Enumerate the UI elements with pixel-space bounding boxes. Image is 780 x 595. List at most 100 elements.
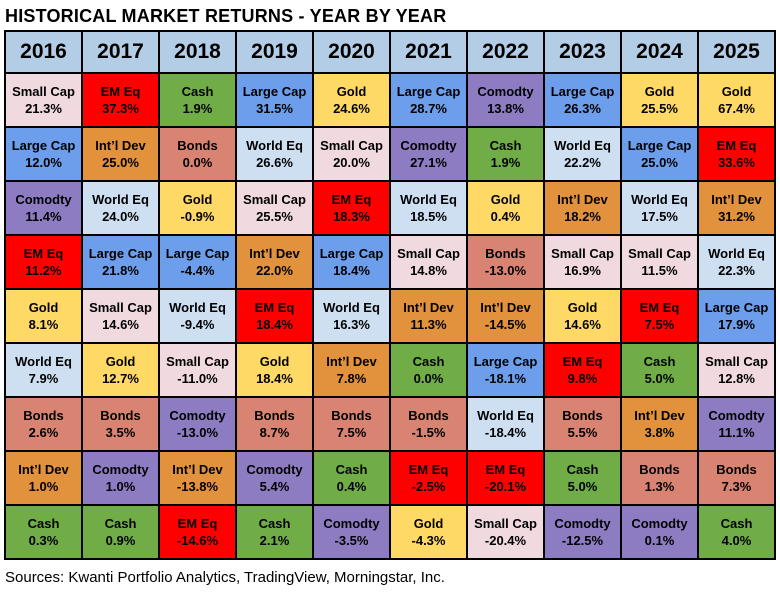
asset-label: Gold (336, 84, 367, 99)
asset-label: Gold (490, 192, 521, 207)
asset-label: Comodty (92, 462, 149, 477)
return-cell: EM Eq 33.6% (697, 126, 776, 182)
asset-label: Bonds (23, 408, 64, 423)
return-cell: Large Cap -4.4% (158, 234, 237, 290)
return-cell: Small Cap -11.0% (158, 342, 237, 398)
return-cell: EM Eq -20.1% (466, 450, 545, 506)
return-cell: Int’l Dev 3.8% (620, 396, 699, 452)
asset-label: Bonds (408, 408, 449, 423)
year-header: 2017 (81, 30, 160, 74)
return-value: 18.3% (333, 209, 370, 224)
return-cell: Bonds 8.7% (235, 396, 314, 452)
asset-label: Small Cap (243, 192, 306, 207)
return-value: 67.4% (718, 101, 755, 116)
asset-label: Small Cap (320, 138, 383, 153)
asset-label: Large Cap (473, 354, 538, 369)
return-value: 0.4% (490, 209, 521, 224)
return-value: 12.8% (718, 371, 755, 386)
asset-label: Comodty (708, 408, 765, 423)
table-row: Small Cap 21.3% EM Eq 37.3% Cash 1.9% Large Ca… (4, 72, 776, 128)
asset-label: Cash (27, 516, 60, 531)
return-value: 13.8% (487, 101, 524, 116)
return-value: 8.1% (28, 317, 59, 332)
return-value: 25.5% (641, 101, 678, 116)
return-value: -14.5% (484, 317, 527, 332)
asset-label: Cash (335, 462, 368, 477)
return-cell: Large Cap 12.0% (4, 126, 83, 182)
return-value: 18.4% (256, 371, 293, 386)
asset-label: Cash (720, 516, 753, 531)
asset-label: Small Cap (628, 246, 691, 261)
return-value: 0.0% (413, 371, 444, 386)
asset-label: Bonds (254, 408, 295, 423)
asset-label: Cash (258, 516, 291, 531)
return-cell: World Eq 22.3% (697, 234, 776, 290)
asset-label: EM Eq (639, 300, 680, 315)
asset-label: EM Eq (485, 462, 526, 477)
return-cell: World Eq 18.5% (389, 180, 468, 236)
return-value: 7.5% (336, 425, 367, 440)
return-cell: Large Cap 26.3% (543, 72, 622, 128)
return-cell: Int’l Dev 31.2% (697, 180, 776, 236)
asset-label: Large Cap (11, 138, 76, 153)
return-cell: Small Cap 11.5% (620, 234, 699, 290)
return-value: 25.0% (641, 155, 678, 170)
return-value: 37.3% (102, 101, 139, 116)
return-value: -1.5% (411, 425, 446, 440)
return-cell: Small Cap 16.9% (543, 234, 622, 290)
return-cell: Int’l Dev 22.0% (235, 234, 314, 290)
asset-label: Small Cap (705, 354, 768, 369)
return-value: 16.9% (564, 263, 601, 278)
asset-label: Large Cap (704, 300, 769, 315)
return-value: -12.5% (561, 533, 604, 548)
asset-label: World Eq (400, 192, 457, 207)
return-value: 33.6% (718, 155, 755, 170)
asset-label: Comodty (477, 84, 534, 99)
sources-note: Sources: Kwanti Portfolio Analytics, Tra… (5, 569, 445, 586)
return-cell: World Eq 26.6% (235, 126, 314, 182)
return-value: 1.9% (182, 101, 213, 116)
return-value: 22.0% (256, 263, 293, 278)
asset-label: EM Eq (177, 516, 218, 531)
return-cell: Comodty 1.0% (81, 450, 160, 506)
return-value: 0.9% (105, 533, 136, 548)
return-value: 0.4% (336, 479, 367, 494)
asset-label: Int’l Dev (711, 192, 762, 207)
return-value: 18.5% (410, 209, 447, 224)
asset-label: Bonds (562, 408, 603, 423)
asset-label: Int’l Dev (557, 192, 608, 207)
return-value: 14.6% (564, 317, 601, 332)
return-value: 5.4% (259, 479, 290, 494)
return-value: 31.5% (256, 101, 293, 116)
return-cell: Large Cap 18.4% (312, 234, 391, 290)
year-header-row: 2016 2017 2018 2019 2020 2021 2022 2023 2024 2025 (4, 30, 776, 74)
return-cell: World Eq 22.2% (543, 126, 622, 182)
return-value: 17.9% (718, 317, 755, 332)
asset-label: Bonds (485, 246, 526, 261)
return-cell: Int’l Dev 11.3% (389, 288, 468, 344)
return-cell: Cash 5.0% (543, 450, 622, 506)
return-value: 25.5% (256, 209, 293, 224)
year-header: 2021 (389, 30, 468, 74)
returns-table: 2016 2017 2018 2019 2020 2021 2022 2023 2024 2025… (4, 30, 776, 560)
return-value: 12.0% (25, 155, 62, 170)
return-cell: Cash 0.0% (389, 342, 468, 398)
return-cell: Cash 0.4% (312, 450, 391, 506)
asset-label: World Eq (631, 192, 688, 207)
return-value: 2.6% (28, 425, 59, 440)
return-cell: Int’l Dev 25.0% (81, 126, 160, 182)
return-value: -18.1% (484, 371, 527, 386)
asset-label: Cash (566, 462, 599, 477)
asset-label: World Eq (323, 300, 380, 315)
return-value: 11.5% (641, 263, 678, 278)
return-cell: Bonds 1.3% (620, 450, 699, 506)
return-value: -13.0% (176, 425, 219, 440)
return-cell: Int’l Dev 1.0% (4, 450, 83, 506)
return-cell: Bonds 7.3% (697, 450, 776, 506)
asset-label: Comodty (323, 516, 380, 531)
asset-label: Int’l Dev (249, 246, 300, 261)
asset-label: Cash (489, 138, 522, 153)
asset-label: World Eq (554, 138, 611, 153)
return-cell: Small Cap 14.6% (81, 288, 160, 344)
